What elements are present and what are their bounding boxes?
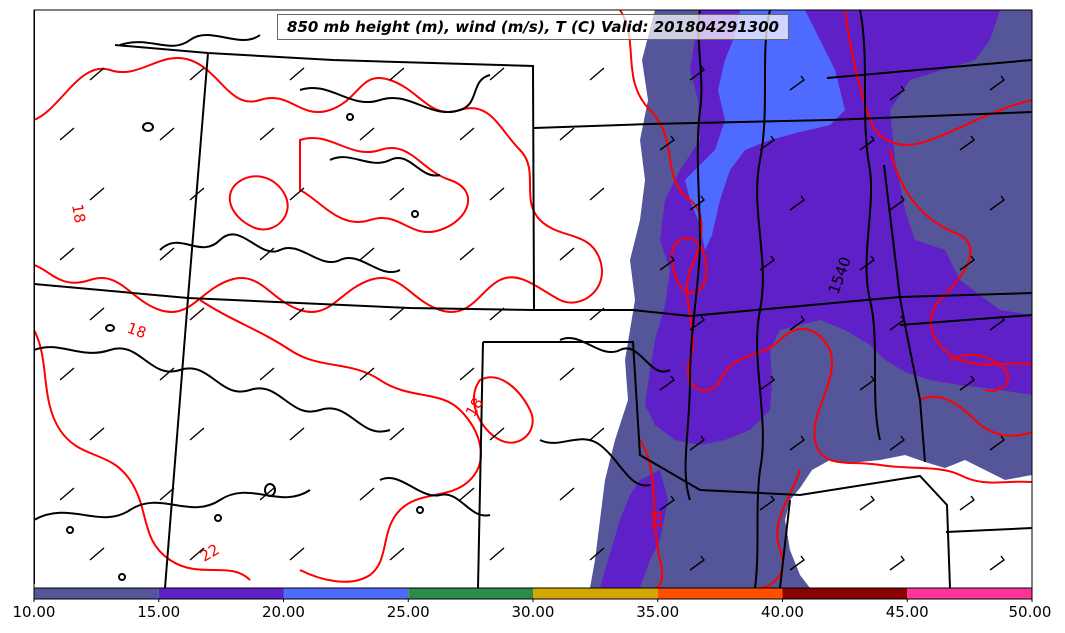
- colorbar-bin-15-20: [158, 588, 284, 599]
- temperature-contours: [34, 10, 1032, 588]
- colorbar-tick-label: 15.00: [137, 603, 180, 621]
- colorbar-tick-label: 45.00: [886, 603, 929, 621]
- colorbar-tick-label: 50.00: [1009, 603, 1052, 621]
- temperature-label-18-south: 18: [648, 511, 666, 530]
- colorbar-bin-40-45: [782, 588, 908, 599]
- colorbar-bin-35-40: [657, 588, 783, 599]
- state-borders: [34, 10, 1032, 588]
- colorbar-tick-labels: 10.00 15.00 20.00 25.00 30.00 35.00 40.00 45.00…: [13, 599, 1052, 621]
- colorbar-bin-10-15: [34, 588, 159, 599]
- wind-speed-shading-20-25: [685, 10, 845, 250]
- colorbar: [34, 588, 1032, 599]
- map-title: 850 mb height (m), wind (m/s), T (C) Val…: [277, 14, 789, 40]
- temperature-label-18-west: 18: [68, 203, 89, 225]
- colorbar-tick-label: 10.00: [13, 603, 56, 621]
- colorbar-bin-20-25: [283, 588, 409, 599]
- colorbar-tick-label: 40.00: [761, 603, 804, 621]
- colorbar-tick-label: 35.00: [636, 603, 679, 621]
- colorbar-bin-30-35: [533, 588, 658, 599]
- wind-speed-shading-15-20-south: [600, 470, 668, 588]
- colorbar-tick-label: 25.00: [387, 603, 430, 621]
- colorbar-tick-label: 20.00: [262, 603, 305, 621]
- wind-barbs: [59, 65, 1005, 571]
- colorbar-bin-45-50: [907, 588, 1032, 599]
- temperature-label-18-southwest: 18: [125, 319, 149, 342]
- colorbar-tick-label: 30.00: [512, 603, 555, 621]
- colorbar-bin-25-30: [408, 588, 533, 599]
